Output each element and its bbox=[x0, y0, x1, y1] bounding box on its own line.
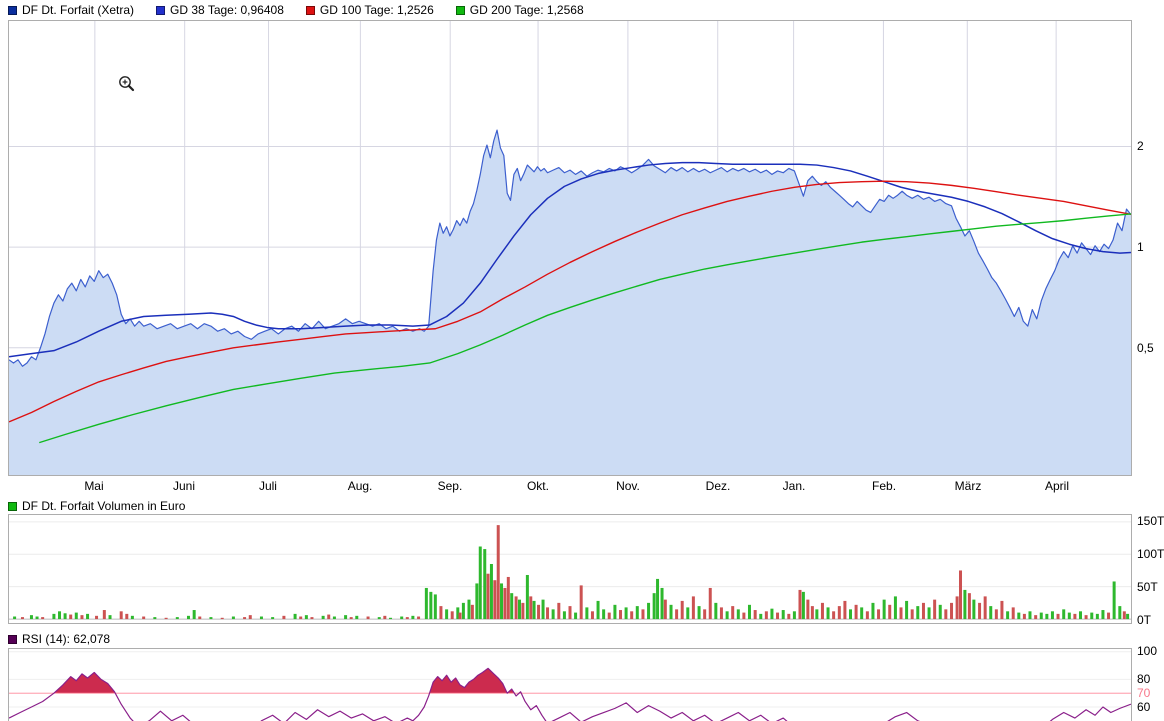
legend-label: DF Dt. Forfait Volumen in Euro bbox=[22, 499, 186, 513]
price-x-axis-label: Jan. bbox=[782, 479, 806, 493]
price-x-axis-label: Aug. bbox=[347, 479, 373, 493]
price-x-axis-label: Juli bbox=[258, 479, 277, 493]
legend-swatch bbox=[8, 634, 17, 644]
price-x-axis-label: Mai bbox=[84, 479, 104, 493]
zoom-icon[interactable] bbox=[118, 75, 135, 92]
rsi-y-axis-label: 100 bbox=[1137, 643, 1158, 658]
price-x-axis-label: Okt. bbox=[526, 479, 549, 493]
volume-y-axis-label: 150T bbox=[1137, 514, 1164, 528]
rsi-y-axis-label: 80 bbox=[1137, 671, 1151, 686]
rsi-y-axis-label: 60 bbox=[1137, 699, 1151, 714]
legend-swatch bbox=[305, 5, 315, 15]
legend-label: GD 38 Tage: 0,96408 bbox=[170, 3, 284, 17]
legend-label: DF Dt. Forfait (Xetra) bbox=[22, 3, 135, 17]
legend-label: GD 200 Tage: 1,2568 bbox=[469, 3, 584, 17]
price-x-axis-label: März bbox=[954, 479, 982, 493]
legend-label: RSI (14): 62,078 bbox=[22, 632, 111, 646]
rsi-plot bbox=[8, 648, 1132, 721]
volume-y-axis-label: 0T bbox=[1137, 613, 1152, 627]
price-x-axis-label: Juni bbox=[173, 479, 196, 493]
price-x-axis-label: Nov. bbox=[616, 479, 640, 493]
volume-legend: DF Dt. Forfait Volumen in Euro bbox=[8, 499, 207, 513]
legend-swatch bbox=[156, 5, 166, 15]
price-x-axis-label: Feb. bbox=[872, 479, 897, 493]
price-x-axis-label: Sep. bbox=[437, 479, 463, 493]
legend-swatch bbox=[8, 501, 17, 511]
volume-y-axis-label: 50T bbox=[1137, 580, 1158, 594]
legend-swatch bbox=[455, 5, 465, 15]
legend-label: GD 100 Tage: 1,2526 bbox=[319, 3, 434, 17]
volume-y-axis-label: 100T bbox=[1137, 547, 1164, 561]
price-x-axis-label: Dez. bbox=[705, 479, 731, 493]
legend-swatch bbox=[8, 5, 17, 15]
price-legend: DF Dt. Forfait (Xetra) GD 38 Tage: 0,9640… bbox=[8, 3, 606, 17]
price-plot bbox=[8, 20, 1132, 476]
price-y-axis-label: 0,5 bbox=[1137, 341, 1154, 356]
price-y-axis-label: 1 bbox=[1137, 240, 1144, 255]
price-y-axis-label: 2 bbox=[1137, 139, 1144, 154]
rsi-y-axis-label: 70 bbox=[1137, 685, 1151, 700]
price-x-axis-label: April bbox=[1045, 479, 1070, 493]
volume-plot bbox=[8, 514, 1132, 624]
rsi-legend: RSI (14): 62,078 bbox=[8, 632, 132, 646]
